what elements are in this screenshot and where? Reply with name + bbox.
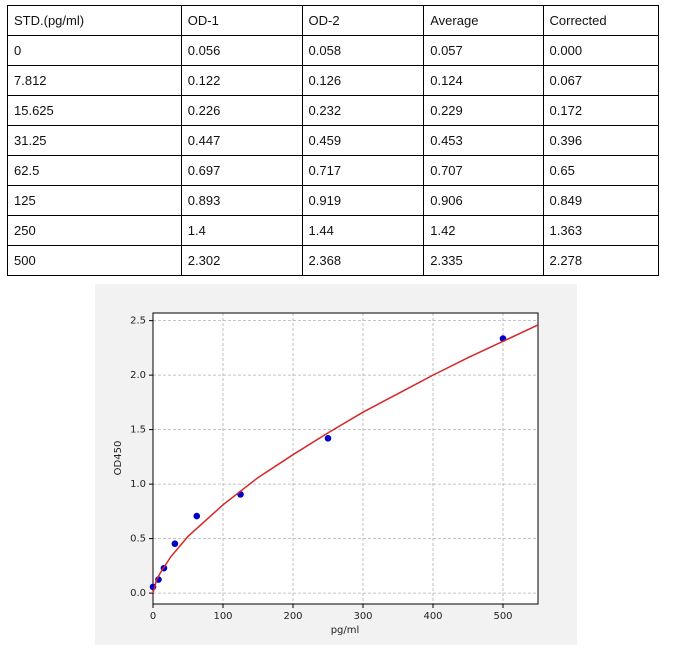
table-cell: OD-2	[301, 5, 425, 36]
y-tick-label: 2.5	[130, 316, 146, 327]
table-cell: Average	[423, 5, 544, 36]
table-cell: 0.459	[301, 125, 425, 156]
table-cell: 1.363	[542, 215, 660, 246]
table-cell: 0.126	[301, 65, 425, 96]
y-tick-label: 1.0	[130, 479, 146, 490]
table-cell: 0.906	[423, 185, 544, 216]
table-cell: 0.707	[423, 155, 544, 186]
table-cell: 0.000	[542, 35, 660, 66]
table-cell: 1.42	[423, 215, 544, 246]
table-cell: 0.226	[180, 95, 303, 126]
table-cell: STD.(pg/ml)	[7, 5, 182, 36]
table-cell: OD-1	[180, 5, 303, 36]
table-cell: 500	[7, 245, 182, 276]
table-cell: 62.5	[7, 155, 182, 186]
table-cell: 0.122	[180, 65, 303, 96]
table-row: 15.625 0.226 0.232 0.229 0.172	[7, 95, 660, 126]
table-cell: 2.302	[180, 245, 303, 276]
data-table: STD.(pg/ml) OD-1 OD-2 Average Corrected 0 0.05…	[7, 5, 660, 276]
y-tick-label: 0.5	[130, 534, 146, 545]
table-cell: 0.447	[180, 125, 303, 156]
table-cell: 250	[7, 215, 182, 246]
data-point	[193, 512, 201, 520]
header-row: STD.(pg/ml) OD-1 OD-2 Average Corrected	[7, 5, 660, 36]
table-row: 7.812 0.122 0.126 0.124 0.067	[7, 65, 660, 96]
plot-area	[153, 313, 538, 604]
x-tick-label: 300	[353, 611, 372, 622]
table-cell: 7.812	[7, 65, 182, 96]
table-cell: 0.717	[301, 155, 425, 186]
table-cell: 1.44	[301, 215, 425, 246]
table-cell: 0.229	[423, 95, 544, 126]
y-tick-label: 0.0	[130, 588, 146, 599]
table-cell: 0.849	[542, 185, 660, 216]
table-cell: 0.453	[423, 125, 544, 156]
table-cell: 1.4	[180, 215, 303, 246]
data-point	[324, 435, 332, 442]
table-row: 500 2.302 2.368 2.335 2.278	[7, 245, 660, 276]
x-tick-label: 0	[150, 611, 156, 622]
table-cell: 125	[7, 185, 182, 216]
table-cell: 0.65	[542, 155, 660, 186]
table-row: 250 1.4 1.44 1.42 1.363	[7, 215, 660, 246]
plot-frame	[152, 312, 539, 605]
x-tick-label: 200	[283, 611, 302, 622]
table-cell: 2.278	[542, 245, 660, 276]
table-cell: 2.335	[423, 245, 544, 276]
table-row: 31.25 0.447 0.459 0.453 0.396	[7, 125, 660, 156]
table-cell: 0.058	[301, 35, 425, 66]
x-axis-label: pg/ml	[331, 625, 360, 636]
table-cell: 0.396	[542, 125, 660, 156]
data-point	[171, 540, 179, 548]
table-cell: 0.124	[423, 65, 544, 96]
y-tick-label: 2.0	[130, 370, 146, 381]
table-cell: 31.25	[7, 125, 182, 156]
fit-curve	[152, 324, 539, 594]
table-cell: 0.919	[301, 185, 425, 216]
table-cell: 0.057	[423, 35, 544, 66]
table-row: 0 0.056 0.058 0.057 0.000	[7, 35, 660, 66]
table-cell: 0	[7, 35, 182, 66]
y-tick-label: 1.5	[130, 425, 146, 436]
y-axis-label: OD450	[113, 441, 124, 476]
table-cell: 0.893	[180, 185, 303, 216]
table-cell: 0.067	[542, 65, 660, 96]
x-tick-label: 500	[493, 611, 512, 622]
table-cell: 0.697	[180, 155, 303, 186]
table-cell: Corrected	[542, 5, 660, 36]
table-row: 125 0.893 0.919 0.906 0.849	[7, 185, 660, 216]
x-tick-label: 400	[423, 611, 442, 622]
table-cell: 15.625	[7, 95, 182, 126]
table-cell: 0.056	[180, 35, 303, 66]
table-cell: 0.172	[542, 95, 660, 126]
x-tick-label: 100	[213, 611, 232, 622]
chart: pg/ml OD450 0 100 200 300 400 500 0.0 0.5 1.0 1.5…	[95, 284, 577, 645]
table-cell: 2.368	[301, 245, 425, 276]
table-cell: 0.232	[301, 95, 425, 126]
table-row: 62.5 0.697 0.717 0.707 0.65	[7, 155, 660, 186]
